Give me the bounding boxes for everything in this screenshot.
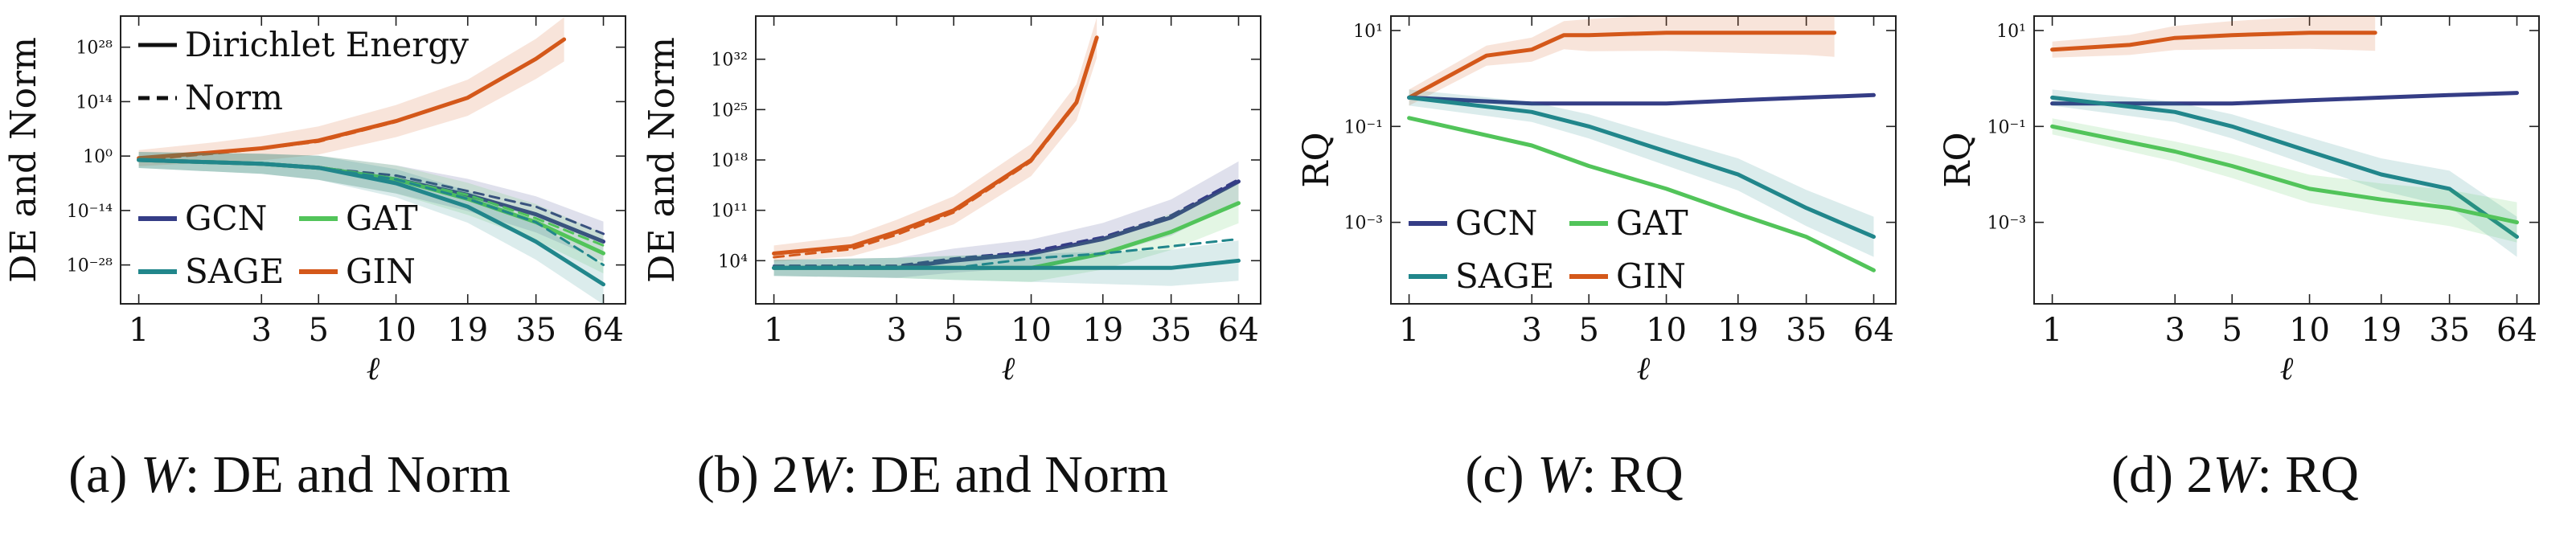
y-axis-label: RQ (1296, 132, 1337, 187)
x-tick-label: 5 (944, 312, 964, 349)
line-gcn (1407, 92, 1876, 106)
panel-d: 1 3 5 10 19 35 64 10⁻³ 10⁻¹ 10¹ ℓ RQ (d) 2W: RQ (1938, 15, 2540, 504)
x-tick-label: 64 (1853, 312, 1894, 349)
line-gin-norm (773, 38, 1098, 259)
x-tick-label: 1 (2042, 312, 2062, 349)
panel-a: 1 3 5 10 19 35 64 10⁻²⁸ 10⁻¹⁴ 10⁰ 10¹⁴ 10²⁸ ℓ DE and … (3, 15, 626, 504)
legend-sage-label: SAGE (1455, 256, 1554, 296)
x-tick-label: 19 (2361, 312, 2402, 349)
y-tick-label: 10¹ (1996, 22, 2026, 42)
panel-b: 1 3 5 10 19 35 64 10⁴ 10¹¹ 10¹⁸ 10²⁵ 10³² ℓ DE and No… (642, 15, 1261, 504)
x-tick-label: 64 (2496, 312, 2537, 349)
x-tick-label: 3 (887, 312, 907, 349)
y-tick-label: 10¹⁴ (76, 92, 113, 113)
line-gin-norm (137, 39, 566, 162)
x-tick-label: 1 (1399, 312, 1419, 349)
y-tick-label: 10²⁵ (711, 100, 748, 121)
y-tick-label: 10²⁸ (76, 39, 113, 59)
y-tick-label: 10¹ (1353, 22, 1383, 42)
x-tick-label: 1 (129, 312, 149, 349)
legend-gcn-label: GCN (185, 199, 267, 238)
panel-caption: (b) 2W: DE and Norm (697, 445, 1169, 504)
x-tick-label: 19 (1082, 312, 1123, 349)
x-tick-label: 19 (1717, 312, 1758, 349)
x-axis-label: ℓ (1637, 350, 1651, 387)
x-tick-label: 10 (1646, 312, 1687, 349)
line-sage (2050, 95, 2519, 240)
legend-gat-label: GAT (1616, 203, 1688, 243)
y-tick-label: 10⁻¹ (1987, 117, 2026, 137)
legend-gat-label: GAT (346, 199, 418, 238)
line-gat (2050, 124, 2519, 225)
series-group (137, 17, 605, 304)
x-axis-label: ℓ (367, 350, 380, 387)
x-tick-label: 3 (252, 312, 272, 349)
band-sage (1409, 89, 1874, 257)
y-tick-label: 10⁰ (83, 147, 113, 167)
x-tick-label: 10 (375, 312, 416, 349)
x-axis-label: ℓ (2280, 350, 2294, 387)
line-gat (1407, 116, 1876, 272)
plot-frame (1390, 15, 1897, 305)
plot-frame (2033, 15, 2540, 305)
legend-gin-label: GIN (346, 252, 416, 291)
x-tick-label: 35 (2429, 312, 2470, 349)
x-axis-label: ℓ (1002, 350, 1015, 387)
line-gin (2050, 31, 2377, 52)
legend-line-label: Norm (185, 78, 283, 117)
y-tick-label: 10¹⁸ (711, 151, 748, 171)
legend-gcn-label: GCN (1455, 203, 1537, 243)
y-tick-label: 10³² (711, 51, 748, 71)
series-group (772, 17, 1241, 286)
series-group (1407, 16, 1876, 272)
band-sage (773, 240, 1239, 286)
x-tick-label: 64 (583, 312, 624, 349)
panel-c: 1 3 5 10 19 35 64 10⁻³ 10⁻¹ 10¹ ℓ RQ GCN GAT SAGE GIN (c… (1296, 15, 1897, 504)
line-sage-norm (773, 237, 1240, 269)
x-tick-label: 5 (1579, 312, 1599, 349)
legend-gin-label: GIN (1616, 256, 1686, 296)
line-gcn (2050, 91, 2519, 106)
x-tick-label: 64 (1218, 312, 1259, 349)
band-gin (773, 17, 1097, 262)
x-tick-label: 3 (2165, 312, 2185, 349)
y-tick-label: 10⁻¹ (1344, 117, 1383, 137)
plot-frame (120, 15, 626, 305)
x-tick-label: 35 (1786, 312, 1827, 349)
panel-caption: (c) W: RQ (1465, 445, 1683, 504)
band-gin (1409, 16, 1835, 106)
line-gcn-norm (773, 178, 1240, 268)
y-tick-label: 10⁻³ (1344, 214, 1383, 234)
x-tick-label: 19 (447, 312, 488, 349)
x-tick-label: 35 (1151, 312, 1192, 349)
x-tick-label: 5 (309, 312, 329, 349)
x-tick-label: 10 (1011, 312, 1052, 349)
legend-line-label: Dirichlet Energy (185, 25, 469, 64)
panel-caption: (d) 2W: RQ (2111, 445, 2359, 504)
x-tick-label: 35 (515, 312, 556, 349)
y-tick-label: 10¹¹ (711, 202, 748, 222)
y-tick-label: 10⁴ (718, 252, 748, 272)
line-sage (1407, 95, 1876, 240)
y-tick-label: 10⁻²⁸ (67, 256, 113, 276)
y-tick-label: 10⁻¹⁴ (67, 202, 113, 222)
y-axis-label: DE and Norm (3, 37, 44, 283)
y-tick-label: 10⁻³ (1987, 214, 2026, 234)
series-group (2050, 16, 2519, 257)
y-axis-label: RQ (1938, 132, 1979, 187)
band-sage (2052, 89, 2517, 257)
line-sage-norm (137, 158, 605, 267)
legend-sage-label: SAGE (185, 252, 284, 291)
x-tick-label: 5 (2222, 312, 2242, 349)
x-tick-label: 10 (2289, 312, 2330, 349)
line-gin (1407, 31, 1837, 100)
x-tick-label: 3 (1522, 312, 1542, 349)
band-gat (773, 182, 1239, 282)
y-axis-label: DE and Norm (642, 37, 683, 283)
x-tick-label: 1 (764, 312, 784, 349)
panel-caption: (a) W: DE and Norm (68, 445, 511, 504)
